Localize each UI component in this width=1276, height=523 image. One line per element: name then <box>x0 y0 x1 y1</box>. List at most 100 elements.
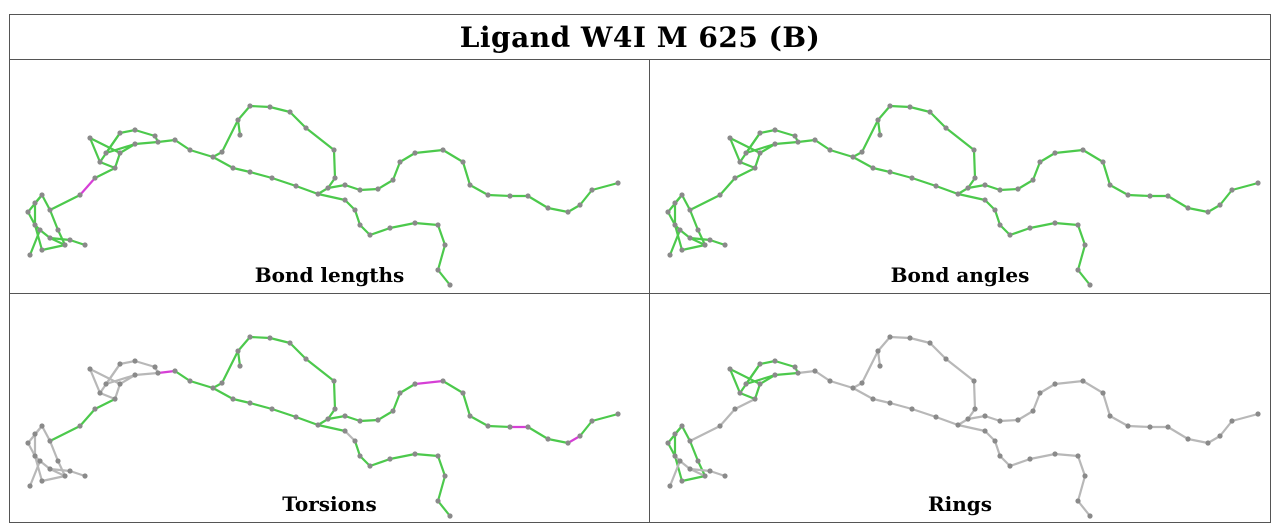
bond <box>888 401 914 411</box>
atom <box>687 235 693 241</box>
atom <box>485 192 491 198</box>
molecule-diagram-rings <box>665 334 1261 519</box>
bond <box>220 349 240 385</box>
atom <box>1052 381 1058 387</box>
atom <box>117 130 123 136</box>
molecule-diagram-bond-lengths <box>25 103 621 288</box>
bond <box>1076 223 1087 247</box>
atom <box>367 232 373 238</box>
bond <box>871 166 892 174</box>
atom <box>877 132 883 138</box>
atom <box>972 406 978 412</box>
atom <box>390 408 396 414</box>
atom <box>875 348 881 354</box>
atom <box>1015 186 1021 192</box>
atom <box>390 177 396 183</box>
atom <box>1255 411 1261 417</box>
atom <box>545 205 551 211</box>
atom <box>352 207 358 213</box>
atom <box>77 192 83 198</box>
bond <box>851 155 875 170</box>
bond <box>248 104 272 109</box>
atom <box>32 222 38 228</box>
bond <box>773 140 800 146</box>
atom <box>1107 182 1113 188</box>
bond <box>688 467 707 478</box>
bond <box>48 236 72 242</box>
atom <box>687 207 693 213</box>
bond <box>353 208 362 227</box>
atom <box>743 150 749 156</box>
atom <box>679 192 685 198</box>
bond <box>376 409 395 422</box>
bond <box>388 452 417 461</box>
atom <box>97 390 103 396</box>
bond <box>796 369 817 375</box>
bond <box>326 414 347 421</box>
atom <box>1125 423 1131 429</box>
atom <box>507 424 513 430</box>
panel-bond-angles: Bond angles <box>650 60 1270 294</box>
bond <box>526 425 550 441</box>
bond <box>248 335 272 340</box>
bond <box>288 341 308 361</box>
atom <box>1185 436 1191 442</box>
bond <box>1076 499 1092 518</box>
atom <box>727 366 733 372</box>
atom <box>955 422 961 428</box>
atom <box>997 418 1003 424</box>
bond <box>332 379 337 411</box>
atom <box>315 422 321 428</box>
bond <box>133 359 157 369</box>
atom <box>1052 220 1058 226</box>
bond <box>860 118 880 154</box>
bond <box>1076 268 1092 287</box>
bond <box>1028 452 1057 461</box>
atom <box>435 222 441 228</box>
bond <box>688 439 700 463</box>
bond <box>104 131 122 155</box>
atom <box>772 358 778 364</box>
atom <box>447 282 453 288</box>
atom <box>672 200 678 206</box>
atom <box>702 242 708 248</box>
bond <box>40 193 52 212</box>
bond <box>1028 221 1057 230</box>
atom <box>332 175 338 181</box>
ligand-title: Ligand W4I M 625 (B) <box>459 20 821 54</box>
atom <box>467 413 473 419</box>
atom <box>485 423 491 429</box>
bond <box>332 148 337 180</box>
bond <box>966 183 987 190</box>
atom <box>955 191 961 197</box>
atom <box>1052 150 1058 156</box>
bond <box>813 138 832 152</box>
atom <box>25 209 31 215</box>
bond <box>48 424 82 443</box>
atom <box>315 191 321 197</box>
bond <box>1038 382 1057 395</box>
bond <box>436 499 452 518</box>
bond <box>688 236 712 242</box>
atom <box>342 413 348 419</box>
bond <box>910 407 938 419</box>
atom <box>331 378 337 384</box>
atom <box>210 154 216 160</box>
bond <box>68 469 87 478</box>
bond <box>1166 425 1190 441</box>
atom <box>933 183 939 189</box>
atom <box>1217 433 1223 439</box>
atom <box>67 237 73 243</box>
atom <box>772 127 778 133</box>
atom <box>303 356 309 362</box>
bond <box>718 407 737 428</box>
atom <box>440 378 446 384</box>
bond <box>113 151 122 170</box>
atom <box>677 458 683 464</box>
atom <box>269 175 275 181</box>
bond <box>88 136 122 155</box>
atom <box>982 413 988 419</box>
atom <box>1082 473 1088 479</box>
atom <box>737 159 743 165</box>
bond <box>211 386 235 401</box>
